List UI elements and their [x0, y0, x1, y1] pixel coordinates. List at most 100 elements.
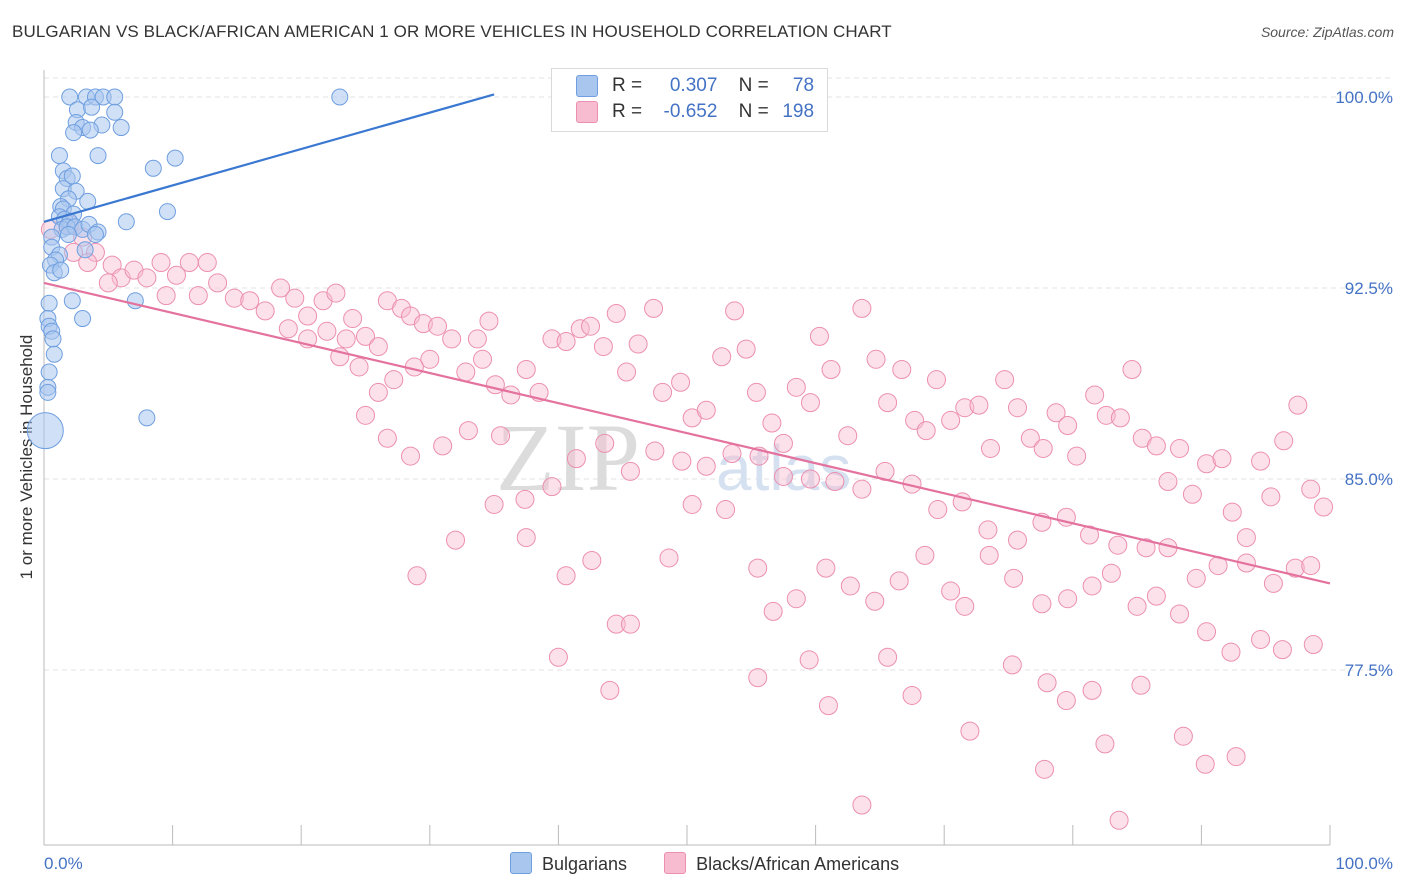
trend-line-blacks [43, 281, 1331, 585]
data-point-bulgarians [44, 330, 62, 348]
data-point-blacks [336, 329, 356, 349]
data-point-blacks [1173, 726, 1193, 746]
source-credit: Source: ZipAtlas.com [1260, 24, 1394, 40]
data-point-blacks [1146, 436, 1166, 456]
data-point-blacks [825, 472, 845, 492]
data-point-blacks [484, 494, 504, 514]
data-point-blacks [1146, 586, 1166, 606]
data-point-blacks [433, 436, 453, 456]
data-point-blacks [1314, 497, 1334, 517]
data-point-blacks [748, 668, 768, 688]
data-point-blacks [542, 477, 562, 497]
data-point-blacks [1170, 604, 1190, 624]
data-point-blacks [617, 362, 637, 382]
data-point-blacks [628, 334, 648, 354]
data-point-blacks [491, 426, 511, 446]
data-point-blacks [240, 291, 260, 311]
data-point-blacks [1122, 359, 1142, 379]
data-point-blacks [1263, 573, 1283, 593]
data-point-blacks [413, 314, 433, 334]
data-point-blacks [197, 253, 217, 273]
data-point-blacks [1037, 673, 1057, 693]
data-point-blacks [1085, 385, 1105, 405]
data-point-blacks [1251, 451, 1271, 471]
legend-row-blacks: R = -0.652 N = 198 [576, 101, 814, 127]
data-point-blacks [485, 375, 505, 395]
data-point-blacks [98, 273, 118, 293]
data-point-blacks [671, 372, 691, 392]
data-point-blacks [645, 441, 665, 461]
data-point-bulgarians [83, 98, 101, 116]
data-point-blacks [941, 581, 961, 601]
data-point-blacks [384, 370, 404, 390]
data-point-bulgarians [81, 121, 99, 139]
data-point-bulgarians [76, 241, 94, 259]
data-point-blacks [852, 795, 872, 815]
data-point-blacks [1080, 525, 1100, 545]
legend-n-label: N = [738, 75, 769, 97]
data-point-blacks [1158, 472, 1178, 492]
data-point-bulgarians [117, 213, 135, 231]
data-point-blacks [1046, 403, 1066, 423]
data-point-blacks [368, 382, 388, 402]
data-point-bulgarians [65, 124, 83, 142]
data-point-bulgarians [59, 226, 77, 244]
y-tick-label: 85.0% [1345, 470, 1393, 489]
data-point-blacks [620, 614, 640, 634]
data-point-blacks [852, 479, 872, 499]
data-point-blacks [595, 433, 615, 453]
data-point-blacks [442, 329, 462, 349]
data-point-blacks [566, 449, 586, 469]
data-point-blacks [456, 362, 476, 382]
data-point-blacks [725, 301, 745, 321]
data-point-blacks [800, 469, 820, 489]
data-point-blacks [179, 253, 199, 273]
data-point-blacks [978, 520, 998, 540]
legend-n-value: 78 [792, 75, 815, 97]
data-point-blacks [548, 647, 568, 667]
data-point-blacks [980, 438, 1000, 458]
data-point-blacks [1251, 629, 1271, 649]
data-point-blacks [556, 331, 576, 351]
data-point-blacks [1186, 568, 1206, 588]
data-point-blacks [1301, 556, 1321, 576]
data-point-blacks [1033, 438, 1053, 458]
data-point-blacks [878, 647, 898, 667]
data-point-blacks [1058, 416, 1078, 436]
series-swatch-blue [510, 852, 532, 874]
data-point-blacks [255, 301, 275, 321]
data-point-blacks [606, 614, 626, 634]
data-point-blacks [1110, 408, 1130, 428]
data-point-blacks [516, 528, 536, 548]
data-point-blacks [762, 413, 782, 433]
y-tick-label: 92.5% [1345, 279, 1393, 298]
data-point-blacks [516, 359, 536, 379]
y-axis-title: 1 or more Vehicles in Household [17, 335, 36, 580]
data-point-blacks [1127, 596, 1147, 616]
data-point-blacks [644, 298, 664, 318]
data-point-blacks [271, 278, 291, 298]
data-point-blacks [763, 601, 783, 621]
data-point-blacks [786, 589, 806, 609]
data-point-blacks [1004, 568, 1024, 588]
data-point-blacks [1095, 734, 1115, 754]
data-point-bulgarians [331, 88, 349, 106]
data-point-blacks [1182, 484, 1202, 504]
data-point-blacks [1067, 446, 1087, 466]
data-point-bulgarians [61, 88, 79, 106]
data-point-blacks [298, 306, 318, 326]
data-point-blacks [1096, 405, 1116, 425]
data-point-blacks [838, 426, 858, 446]
data-point-blacks [1058, 589, 1078, 609]
data-point-blacks [156, 286, 176, 306]
data-point-blacks [1002, 655, 1022, 675]
data-point-blacks [593, 337, 613, 357]
legend-swatch-pink [576, 101, 598, 123]
data-point-blacks [1035, 759, 1055, 779]
x-tick-label: 0.0% [44, 854, 83, 873]
data-point-blacks [716, 500, 736, 520]
data-point-blacks [840, 576, 860, 596]
data-point-blacks [606, 303, 626, 323]
data-point-blacks [356, 326, 375, 346]
series-legend-item-bulgarians: Bulgarians [510, 852, 627, 875]
